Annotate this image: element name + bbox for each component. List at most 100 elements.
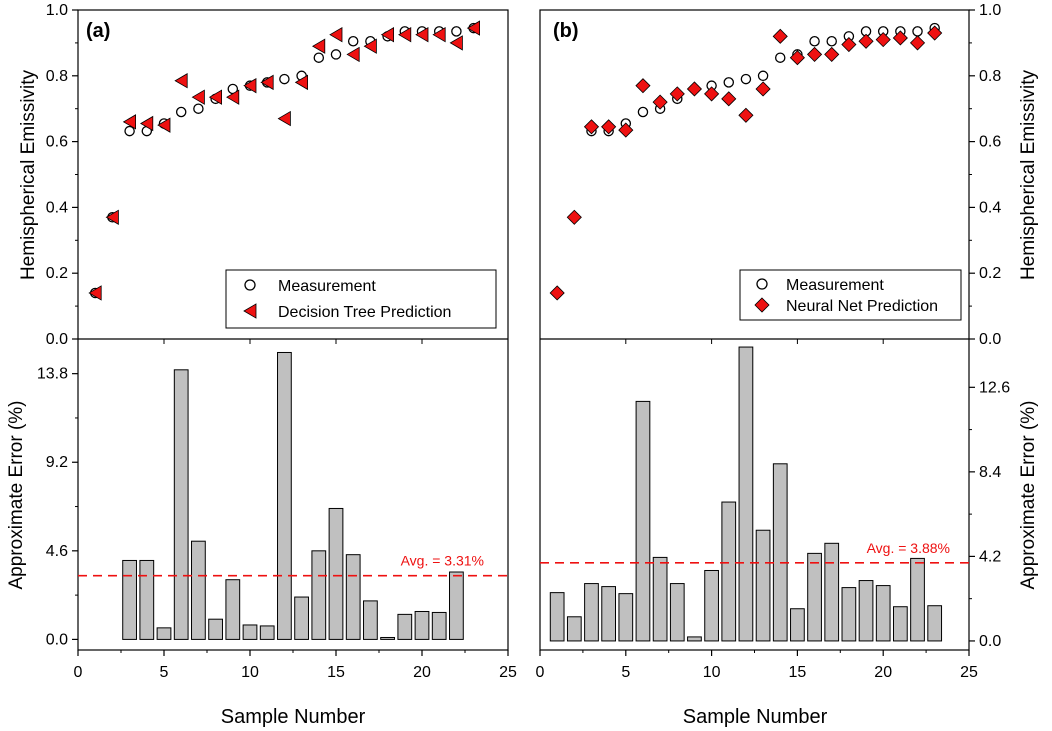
error-bar [431,611,447,640]
x-tick-label: 20 [874,664,892,681]
y-tick-label: 1.0 [979,2,1001,19]
error-bar [618,593,634,642]
legend-a-measurement-label: Measurement [278,278,376,295]
measurement-point [330,49,342,60]
measurement-point [279,73,290,85]
error-bar [927,605,943,642]
error-bar [601,586,617,642]
prediction-point [294,74,309,91]
measurement-point [809,36,820,47]
prediction-point [105,209,119,225]
error-bar [242,624,258,640]
y-tick-label: 9.2 [46,454,68,471]
average-label: Avg. = 3.31% [401,553,484,569]
prediction-point [432,26,446,43]
y-tick-label: 0.0 [979,633,1001,650]
error-bar [294,596,309,640]
legend-a-prediction-label: Decision Tree Prediction [278,304,451,321]
y-tick-label: 0.2 [46,265,68,282]
legend-a-prediction-marker [243,303,257,319]
x-tick-label: 25 [499,664,517,681]
y-tick-label: 0.4 [46,199,68,216]
error-bar [122,559,137,640]
y-tick-label: 0.2 [979,265,1001,282]
error-bar [328,507,344,640]
prediction-point [380,26,395,43]
x-tick-label: 15 [789,664,807,681]
y-tick-label: 0.6 [979,134,1001,151]
y-tick-label: 4.6 [46,543,68,560]
prediction-point [669,86,685,102]
panel-a-label: (a) [86,20,110,42]
y-tick-label: 1.0 [46,2,68,19]
error-bar [755,529,771,642]
error-bar [910,557,925,642]
error-bar [208,618,223,640]
error-bar [156,627,172,640]
y-tick-label: 0.0 [979,331,1001,348]
measurement-point [740,73,752,85]
prediction-point [927,25,943,41]
prediction-point [875,32,891,48]
emissivity-points [88,20,943,301]
y-tick-label: 4.2 [979,548,1001,565]
error-bar [380,636,395,640]
error-bar [790,608,805,642]
error-bar [345,554,361,640]
y-tick-label: 0.8 [979,68,1001,85]
x-tick-label: 5 [621,664,630,681]
prediction-point [824,46,840,62]
error-bar [858,580,874,642]
legend-b-measurement-label: Measurement [786,277,884,294]
prediction-point [140,115,154,132]
error-bar [824,542,840,642]
prediction-point [806,46,823,62]
prediction-point [415,26,429,43]
y-tick-label: 8.4 [979,464,1001,481]
legend-b-measurement-marker [756,278,768,290]
error-bar [173,369,189,640]
y-tick-label: 0.0 [46,631,68,648]
prediction-point [721,91,737,107]
measurement-point [124,125,135,137]
axis-ticks: 0 5 10 15 20 25 0 5 10 15 20 250.00.20.40.60.81.00.… [37,2,1010,681]
measurement-point [313,52,325,63]
error-bar [363,600,378,640]
y-axis-label-a-bottom: Approximate Error (%) [6,401,27,590]
error-bar [191,540,206,640]
legend-b: Measurement Neural Net Prediction [739,269,962,321]
prediction-point [329,26,343,43]
prediction-point [549,285,565,301]
prediction-point [346,46,360,63]
prediction-point [88,285,102,301]
prediction-point [601,119,617,135]
prediction-point [277,110,291,127]
prediction-point [841,36,857,53]
error-bar [687,636,702,642]
prediction-point [789,50,805,66]
legend-b-box [739,269,962,321]
x-tick-label: 5 [160,664,169,681]
error-bar [892,606,908,642]
error-bar [875,585,891,642]
y-tick-label: 0.8 [46,68,68,85]
prediction-point [738,107,754,123]
prediction-point [858,33,874,49]
prediction-point [260,74,274,91]
error-bar [311,550,327,640]
error-bar [841,587,857,642]
prediction-point [618,122,634,138]
y-axis-label-b-bottom: Approximate Error (%) [1018,401,1039,590]
error-bar [259,625,275,640]
legend-b-prediction-label: Neural Net Prediction [786,298,938,315]
error-bar [738,346,754,642]
y-tick-label: 12.6 [979,379,1010,396]
legend-a-measurement-marker [244,279,256,291]
prediction-point [157,117,171,133]
x-tick-label: 0 [536,664,545,681]
prediction-point [398,26,412,43]
y-tick-label: 0.4 [979,199,1001,216]
error-bar [669,583,685,642]
average-label: Avg. = 3.88% [867,540,950,556]
